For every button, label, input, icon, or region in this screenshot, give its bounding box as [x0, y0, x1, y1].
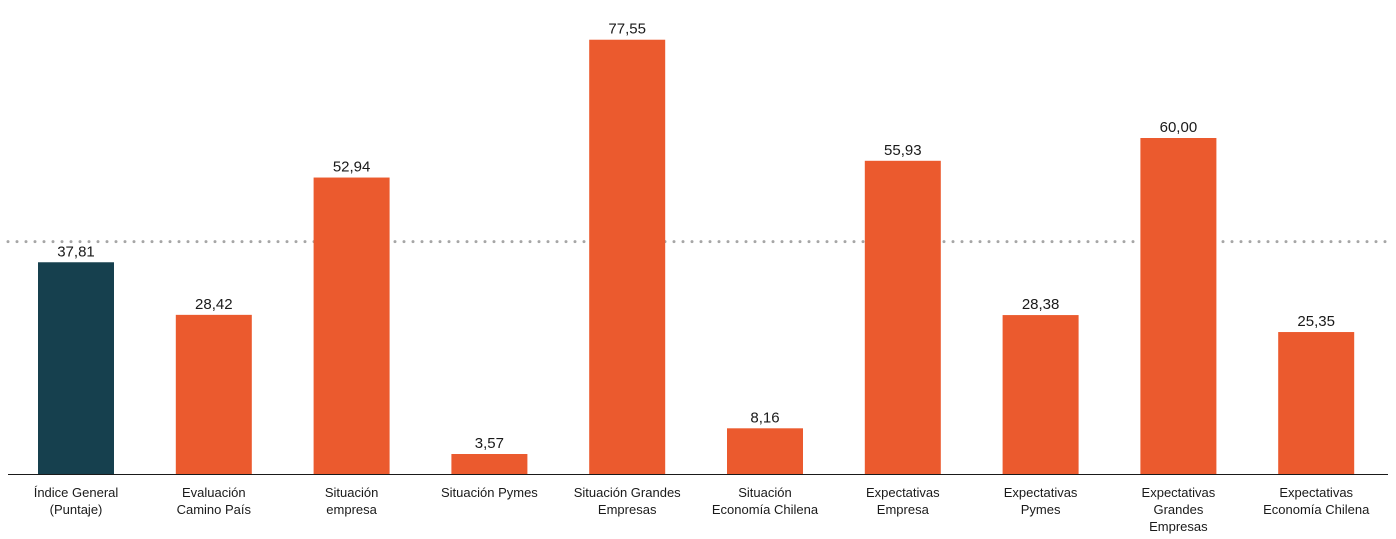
- category-labels-group: Índice General (Puntaje) Evaluación Camino …: [34, 485, 1370, 534]
- bar-9: [1140, 138, 1217, 474]
- category-label-7: Expectativas Empresa: [866, 485, 940, 517]
- category-label-10: Expectativas Economía Chilena: [1263, 485, 1370, 517]
- category-label-9: Expectativas Grandes Empresas: [1142, 485, 1216, 534]
- bar-8: [1002, 315, 1079, 474]
- value-label-10: 25,35: [1297, 313, 1335, 330]
- bar-1: [38, 262, 114, 474]
- value-label-7: 55,93: [884, 142, 922, 159]
- value-label-6: 8,16: [750, 409, 779, 426]
- bar-7: [864, 160, 941, 475]
- category-label-1: Índice General (Puntaje): [34, 485, 119, 517]
- category-label-5: Situación Grandes Empresas: [574, 485, 681, 517]
- value-label-5: 77,55: [608, 21, 646, 38]
- category-label-3: Situación empresa: [325, 485, 378, 517]
- category-label-2: Evaluación Camino País: [177, 485, 252, 517]
- value-labels-group: 37,81 28,42 52,94 3,57 77,55 8,16 55,93 28,38 60…: [57, 21, 1335, 452]
- value-label-3: 52,94: [333, 159, 371, 176]
- category-label-4: Situación Pymes: [441, 485, 538, 500]
- bar-10: [1278, 332, 1355, 474]
- value-label-4: 3,57: [475, 435, 504, 452]
- value-label-1: 37,81: [57, 243, 95, 260]
- category-label-8: Expectativas Pymes: [1004, 485, 1078, 517]
- bars-group: [38, 39, 1355, 475]
- value-label-8: 28,38: [1022, 296, 1060, 313]
- category-label-6: Situación Economía Chilena: [712, 485, 819, 517]
- bar-4: [451, 454, 528, 474]
- value-label-2: 28,42: [195, 296, 233, 313]
- bar-3: [313, 177, 390, 474]
- value-label-9: 60,00: [1160, 119, 1198, 136]
- bar-6: [727, 428, 803, 474]
- bar-5: [589, 39, 666, 474]
- bar-2: [175, 314, 252, 474]
